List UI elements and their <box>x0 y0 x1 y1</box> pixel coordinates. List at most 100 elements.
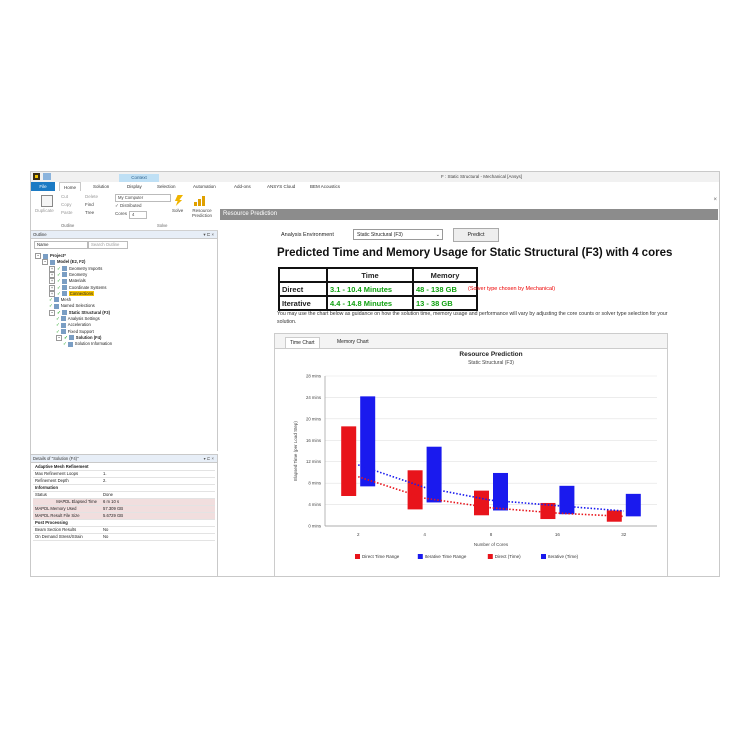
tree-item[interactable]: ✓ Mesh <box>49 297 71 303</box>
tree-node-icon <box>43 253 48 259</box>
tree-item[interactable]: − Project* <box>35 253 66 259</box>
distributed-checkbox[interactable]: ✓ Distributed <box>115 203 142 208</box>
table-cell: 4.4 - 14.8 Minutes <box>326 295 414 311</box>
details-row[interactable]: Max Refinement Loops 1. <box>33 471 215 478</box>
expand-toggle-icon[interactable]: − <box>49 309 55 316</box>
trend-line <box>357 464 624 512</box>
tab-time-chart[interactable]: Time Chart <box>285 337 320 348</box>
tree-item-label: Mesh <box>60 297 72 303</box>
status-check-icon: ✓ <box>57 290 61 296</box>
details-row[interactable]: On Demand Stress/Strain No <box>33 534 215 541</box>
table-cell: 48 - 138 GB <box>412 281 478 297</box>
x-tick-label: 4 <box>423 532 426 537</box>
resource-prediction-chart: Resource Prediction Static Structural (F3… <box>293 351 657 559</box>
tree-item[interactable]: − Model (E2, F2) <box>42 259 85 266</box>
details-section: Adaptive Mesh Refinement <box>33 464 215 471</box>
tree-item[interactable]: + ✓ Coordinate Systems <box>49 284 107 291</box>
status-check-icon: ✓ <box>57 278 61 284</box>
expand-toggle-icon[interactable]: + <box>49 284 55 291</box>
range-bar <box>606 510 622 522</box>
tab-display[interactable]: Display <box>127 184 142 189</box>
expand-toggle-icon[interactable]: + <box>49 271 55 278</box>
details-row[interactable]: Refinement Depth 2. <box>33 478 215 485</box>
analysis-environment-select[interactable]: Static Structural (F3) ⌄ <box>353 229 443 240</box>
resource-prediction-icon[interactable] <box>194 196 206 206</box>
details-row[interactable]: Status Done <box>33 492 215 499</box>
expand-toggle-icon[interactable]: − <box>42 259 48 266</box>
details-row[interactable]: MAPDL Result File Size 5.6729 GB <box>33 513 215 520</box>
tab-ansys-cloud[interactable]: ANSYS Cloud <box>267 184 296 189</box>
range-bar <box>474 490 489 516</box>
solve-icon[interactable] <box>174 195 183 206</box>
tree-item-label: Geometry <box>68 272 88 277</box>
find-button[interactable]: Find <box>85 202 94 207</box>
guidance-text: You may use the chart below as guidance … <box>277 311 668 325</box>
tab-selection[interactable]: Selection <box>157 184 176 189</box>
tree-item[interactable]: ✓ Analysis Settings <box>56 316 100 322</box>
computer-select[interactable]: My Computer <box>115 194 171 202</box>
expand-toggle-icon[interactable]: − <box>56 334 62 341</box>
legend-swatch <box>417 554 423 559</box>
details-header: Details of "Solution (F4)" ▾ ⊏ × <box>31 455 217 463</box>
x-tick-label: 16 <box>555 532 561 537</box>
context-tab[interactable]: Context <box>119 174 159 182</box>
expand-toggle-icon[interactable]: + <box>49 290 55 297</box>
tree-item-label: Static Structural (F3) <box>68 309 110 315</box>
expand-toggle-icon[interactable]: + <box>49 265 55 272</box>
tree-item[interactable]: ✓ Fixed Support <box>56 329 94 335</box>
tree-item[interactable]: + ✓ Materials <box>49 278 86 285</box>
legend-swatch <box>541 554 546 559</box>
tree-item[interactable]: + ✓ Geometry <box>49 271 88 278</box>
tab-home[interactable]: Home <box>59 182 82 192</box>
status-check-icon: ✓ <box>56 316 60 321</box>
tree-item[interactable]: + ✓ Geometry Imports <box>49 265 102 272</box>
tab-add-ons[interactable]: Add-ons <box>234 184 251 189</box>
details-key: Beam Section Results <box>35 527 77 532</box>
tree-item[interactable]: ✓ Solution Information <box>63 341 112 347</box>
cut-button[interactable]: Cut <box>61 194 69 199</box>
expand-toggle-icon[interactable]: − <box>35 253 41 259</box>
tree-item[interactable]: − ✓ Static Structural (F3) <box>49 309 110 316</box>
tab-memory-chart[interactable]: Memory Chart <box>337 339 369 345</box>
tree-node-icon <box>60 322 66 328</box>
details-row[interactable]: Beam Section Results No <box>33 527 215 534</box>
outline-filter-select[interactable]: Name <box>34 241 88 249</box>
duplicate-button[interactable]: Duplicate <box>35 208 54 213</box>
delete-button[interactable]: Delete <box>85 194 99 199</box>
resource-prediction-header: Resource Prediction <box>220 209 718 220</box>
tree-item[interactable]: − ✓ Solution (F4) <box>56 334 101 341</box>
tree-button[interactable]: Tree <box>85 210 95 215</box>
outline-search-input[interactable]: Search Outline <box>88 241 128 249</box>
cores-input[interactable]: 4 <box>129 211 147 219</box>
solve-button[interactable]: Solve <box>172 208 184 213</box>
details-value: No <box>103 527 109 532</box>
window-title: F : Static Structural - Mechanical [Ansy… <box>441 174 523 179</box>
tab-automation[interactable]: Automation <box>193 184 216 189</box>
paste-button[interactable]: Paste <box>61 210 73 215</box>
details-row[interactable]: MAPDL Memory Used 57.309 GB <box>33 506 215 513</box>
tab-bem-acoustics[interactable]: BEM Acoustics <box>310 184 341 189</box>
details-section: Information <box>33 485 215 492</box>
y-tick-label: 16 mins <box>306 438 321 443</box>
pin-icon[interactable]: ▾ ⊏ × <box>203 232 214 237</box>
tree-node-icon <box>53 297 59 303</box>
details-key: Post Processing <box>35 520 68 525</box>
copy-button[interactable]: Copy <box>61 202 72 207</box>
tree-item[interactable]: + ✓ Connections <box>49 290 95 297</box>
details-pin-icon[interactable]: ▾ ⊏ × <box>203 456 214 461</box>
details-value: Done <box>103 492 114 497</box>
legend-swatch <box>487 554 493 559</box>
duplicate-icon[interactable] <box>41 195 53 207</box>
quick-access-save-icon[interactable] <box>43 173 51 180</box>
tab-solution[interactable]: Solution <box>93 184 110 189</box>
tree-item[interactable]: ✓ Named Selections <box>49 303 95 309</box>
tab-file[interactable]: File <box>31 182 55 191</box>
resource-prediction-button[interactable]: Resource Prediction <box>191 208 212 218</box>
close-icon[interactable]: × <box>713 197 717 203</box>
tree-item-label: Coordinate Systems <box>68 284 107 290</box>
outline-panel: Outline ▾ ⊏ × Name Search Outline − Proje… <box>31 231 218 451</box>
expand-toggle-icon[interactable]: + <box>49 278 55 285</box>
details-row[interactable]: MAPDL Elapsed Time 6 m 10 s <box>33 499 215 506</box>
tree-item[interactable]: ✓ Acceleration <box>56 322 91 328</box>
predict-button[interactable]: Predict <box>453 228 499 242</box>
